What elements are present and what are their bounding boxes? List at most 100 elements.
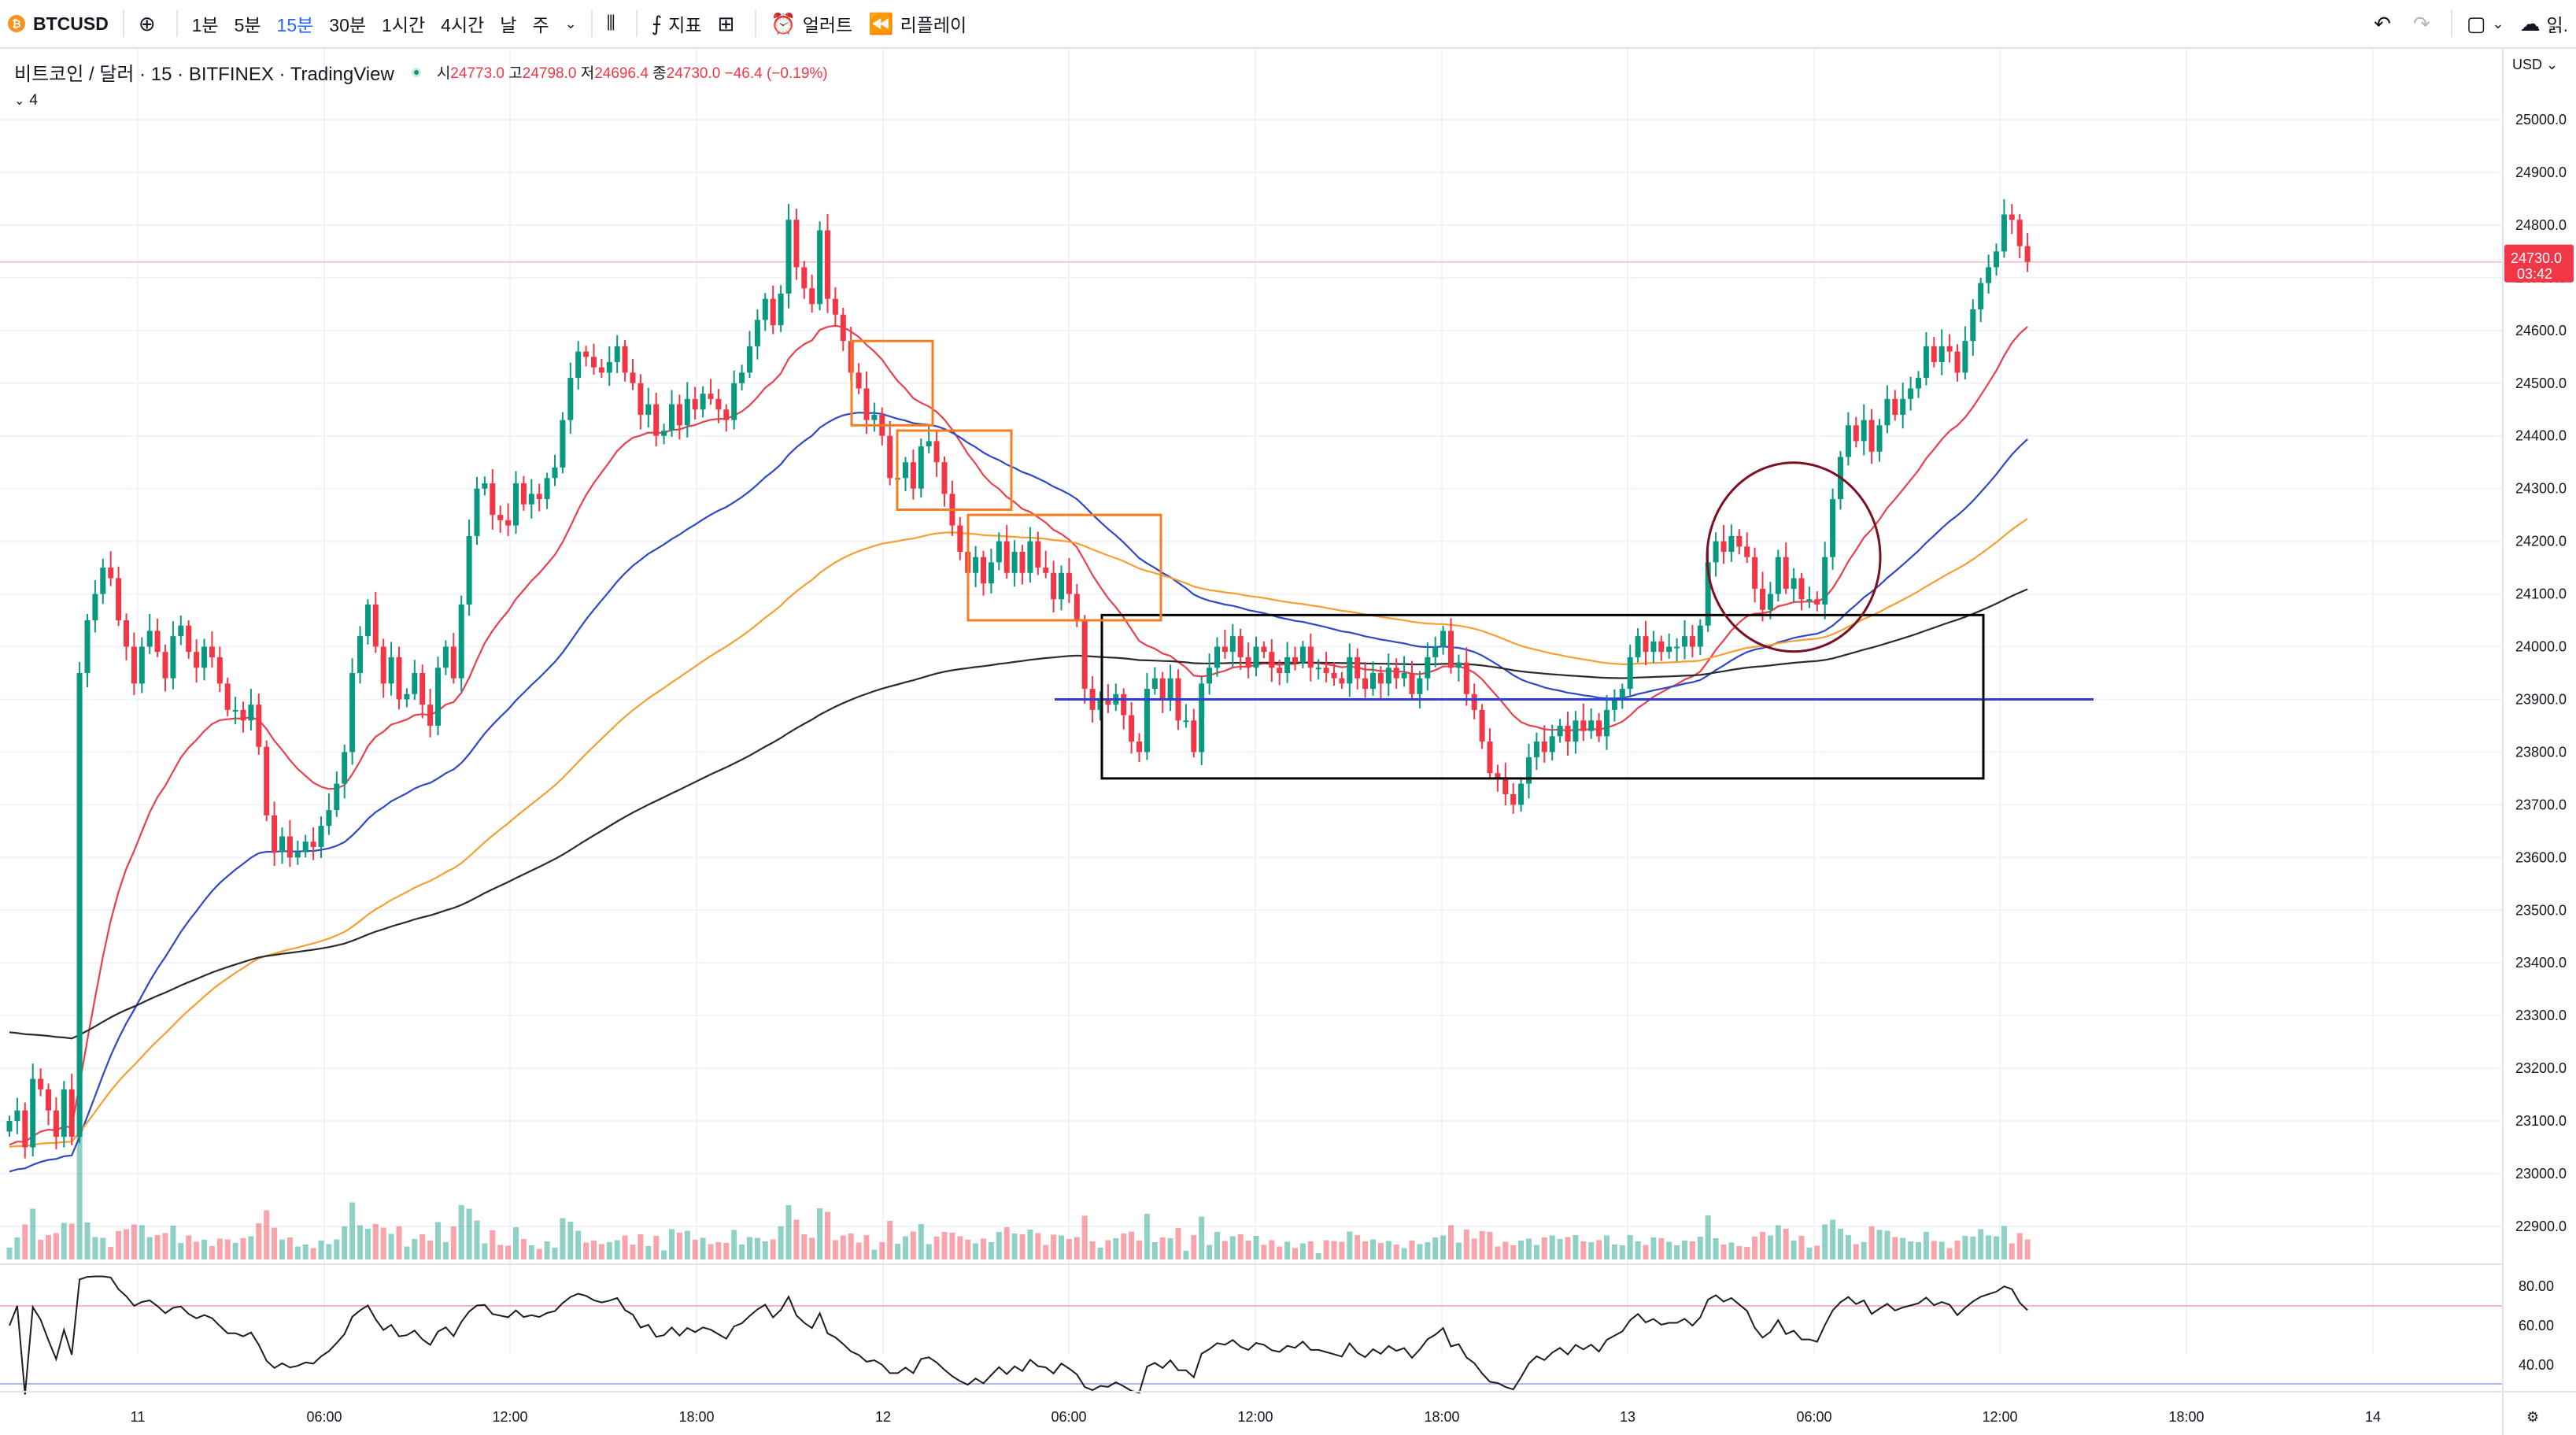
layout-select-button[interactable]: ▢ ⌄ — [2459, 0, 2512, 48]
candle-body — [1292, 656, 1298, 663]
candle-body — [14, 1110, 20, 1122]
volume-bar — [22, 1224, 28, 1259]
compare-button[interactable]: ⊕ — [131, 0, 170, 48]
interval-button-0[interactable]: 1분 — [191, 15, 219, 35]
candle-body — [1261, 646, 1267, 653]
volume-bar — [591, 1241, 597, 1259]
time-tick: 18:00 — [1424, 1409, 1459, 1425]
candle-body — [357, 636, 363, 673]
chart-area[interactable]: USD ⌄ 22900.0 23000.0 23100.0 23200.0 23300.0… — [0, 49, 2576, 1435]
interval-button-7[interactable]: 주 — [532, 15, 549, 35]
volume-bar — [1666, 1241, 1672, 1259]
volume-bar — [349, 1202, 356, 1259]
candle-body — [1549, 736, 1555, 753]
volume-bar — [388, 1233, 394, 1259]
candle-body — [256, 705, 262, 747]
candle-body — [552, 467, 558, 479]
orange-box-2 — [896, 429, 1013, 511]
volume-bar — [497, 1245, 504, 1259]
candle-body — [131, 646, 137, 684]
interval-button-1[interactable]: 5분 — [234, 15, 261, 35]
time-tick: 12:00 — [1237, 1409, 1273, 1425]
candle-body — [832, 298, 838, 315]
volume-bar — [739, 1245, 745, 1259]
candle-body — [1682, 636, 1687, 647]
candle-body — [224, 683, 231, 710]
candle-body — [1946, 346, 1953, 352]
price-tick: 24900.0 — [2515, 165, 2567, 180]
volume-bar — [458, 1205, 464, 1259]
ema-20-line — [9, 324, 2028, 1146]
candle-body — [1167, 678, 1173, 700]
volume-bar — [14, 1237, 20, 1259]
cloud-save-button[interactable]: ☁ 읽. — [2511, 0, 2576, 48]
candle-body — [1471, 693, 1477, 710]
price-axis[interactable]: USD ⌄ 22900.0 23000.0 23100.0 23200.0 23300.0… — [2502, 49, 2576, 1435]
candle-body — [1970, 309, 1976, 342]
drawings[interactable] — [850, 339, 2094, 780]
candle-body — [606, 361, 612, 373]
volume-bar — [1159, 1237, 1166, 1259]
volume-bar — [1588, 1242, 1595, 1259]
symbol-search-button[interactable]: ₿ BTCUSD — [0, 0, 116, 48]
interval-dropdown-button[interactable]: ⌄ — [557, 0, 585, 48]
volume-bar — [1487, 1232, 1493, 1259]
alert-label: 얼러트 — [802, 15, 853, 35]
indicator-toggle[interactable]: ⌄ 4 — [14, 92, 828, 109]
volume-bar — [139, 1225, 145, 1259]
candle-body — [154, 631, 161, 653]
chart-type-button[interactable]: ⫴ — [599, 0, 630, 48]
indicators-button[interactable]: ⨍ 지표 — [644, 0, 710, 48]
indicators-icon: ⨍ — [651, 11, 663, 35]
candle-body — [419, 673, 426, 705]
volume-bar — [747, 1237, 752, 1259]
undo-button[interactable]: ↶ — [2366, 0, 2405, 48]
volume-bar — [1533, 1245, 1539, 1259]
volume-bar — [754, 1237, 760, 1259]
volume-bar — [622, 1235, 628, 1259]
volume-bar — [1986, 1235, 1992, 1259]
candle-body — [1720, 541, 1727, 553]
interval-button-4[interactable]: 1시간 — [382, 15, 426, 35]
replay-button[interactable]: ⏪ 리플레이 — [860, 0, 974, 48]
moving-averages — [9, 324, 2028, 1173]
volume-bar — [653, 1236, 660, 1259]
volume-bar — [342, 1226, 348, 1259]
chevron-down-icon: ⌄ — [14, 94, 25, 108]
time-tick: 13 — [1620, 1409, 1635, 1425]
volume-bar — [1938, 1241, 1945, 1259]
rewind-icon: ⏪ — [868, 11, 894, 35]
interval-button-6[interactable]: 날 — [500, 15, 517, 35]
candle-body — [1627, 656, 1633, 690]
volume-bar — [334, 1239, 340, 1259]
candle-body — [1884, 398, 1890, 426]
candle-body — [1277, 668, 1283, 673]
volume-bar — [1355, 1235, 1361, 1259]
volume-bar — [162, 1233, 168, 1259]
price-tick: 24800.0 — [2515, 217, 2567, 233]
open-value: 24773.0 — [450, 65, 504, 82]
interval-button-5[interactable]: 4시간 — [441, 15, 485, 35]
price-tick: 24000.0 — [2515, 639, 2567, 655]
time-tick: 12:00 — [1982, 1409, 2017, 1425]
volume-bar — [326, 1244, 332, 1259]
candle-body — [1604, 709, 1610, 737]
candle-body — [1565, 725, 1571, 742]
redo-button[interactable]: ↷ — [2405, 0, 2445, 48]
volume-bar — [154, 1235, 161, 1259]
time-axis[interactable]: 11 06:00 12:00 18:00 12 06:00 12:00 18:00 13 06:0… — [0, 1391, 2576, 1425]
volume-bar — [1619, 1245, 1625, 1259]
alert-button[interactable]: ⏰ 얼러트 — [763, 0, 860, 48]
volume-bar — [762, 1241, 768, 1259]
volume-bar — [1113, 1238, 1119, 1259]
volume-bar — [1121, 1233, 1127, 1259]
volume-bar — [1136, 1241, 1142, 1259]
interval-button-3[interactable]: 30분 — [329, 15, 367, 35]
settings-gear-icon[interactable]: ⚙ — [2526, 1409, 2539, 1425]
layouts-button[interactable]: ⊞ — [710, 0, 749, 48]
volume-bar — [1697, 1237, 1703, 1259]
volume-bar — [1175, 1228, 1181, 1259]
candle-body — [497, 515, 504, 520]
interval-button-2[interactable]: 15분 — [276, 15, 314, 35]
volume-bar — [310, 1248, 316, 1259]
